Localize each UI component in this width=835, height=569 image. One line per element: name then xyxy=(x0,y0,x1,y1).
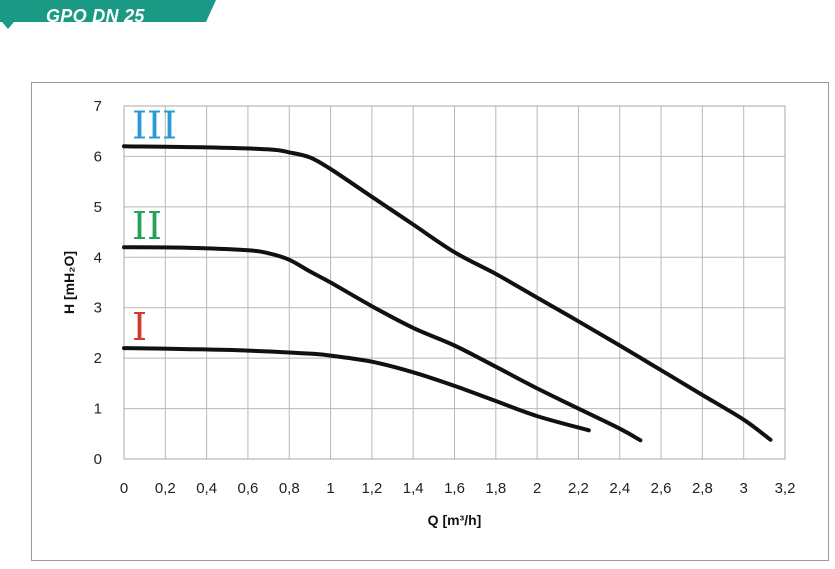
x-tick-label: 2 xyxy=(533,480,541,497)
x-tick-label: 3 xyxy=(740,480,748,497)
series-label-III: III xyxy=(132,103,177,147)
plot-border xyxy=(123,105,786,460)
y-axis-title: H [mH₂O] xyxy=(61,251,77,314)
banner-shape xyxy=(0,0,216,29)
x-tick-label: 2,6 xyxy=(651,480,672,497)
series-label-I: I xyxy=(132,305,147,349)
x-tick-label: 0,4 xyxy=(196,480,217,497)
y-tick-label: 4 xyxy=(94,249,102,266)
x-tick-label: 3,2 xyxy=(775,480,796,497)
y-tick-label: 5 xyxy=(94,199,102,216)
series-lines xyxy=(122,144,773,443)
series-line-II xyxy=(122,245,643,443)
grid xyxy=(123,105,786,460)
series-line-I xyxy=(122,346,591,433)
y-tick-label: 2 xyxy=(94,350,102,367)
x-tick-label: 0,8 xyxy=(279,480,300,497)
series-label-II: II xyxy=(132,204,162,248)
title-banner: GPO DN 25 xyxy=(0,0,835,40)
x-axis-title: Q [m³/h] xyxy=(428,512,482,528)
x-tick-label: 2,8 xyxy=(692,480,713,497)
y-tick-label: 7 xyxy=(94,98,102,115)
page-title: GPO DN 25 xyxy=(46,6,145,26)
y-tick-label: 1 xyxy=(94,401,102,418)
x-tick-label: 0,6 xyxy=(238,480,259,497)
x-tick-label: 0 xyxy=(120,480,128,497)
x-tick-label: 0,2 xyxy=(155,480,176,497)
x-tick-label: 1,8 xyxy=(485,480,506,497)
y-tick-label: 3 xyxy=(94,300,102,317)
x-tick-label: 1,4 xyxy=(403,480,424,497)
chart-frame: 0 0,2 0,4 0,6 0,8 1 1,2 1,4 1,6 1,8 2 2,2 2,4 2,6 2,8 3… xyxy=(31,82,829,561)
series-line-III xyxy=(122,144,773,442)
y-tick-label: 0 xyxy=(94,451,102,468)
x-tick-label: 1 xyxy=(326,480,334,497)
pump-curve-chart: 0 0,2 0,4 0,6 0,8 1 1,2 1,4 1,6 1,8 2 2,2 2,4 2,6 2,8 3… xyxy=(61,98,796,528)
tick-labels: 0 0,2 0,4 0,6 0,8 1 1,2 1,4 1,6 1,8 2 2,2 2,4 2,6 2,8 3… xyxy=(94,98,796,497)
x-tick-label: 2,4 xyxy=(609,480,630,497)
x-tick-label: 1,6 xyxy=(444,480,465,497)
y-tick-label: 6 xyxy=(94,148,102,165)
x-tick-label: 2,2 xyxy=(568,480,589,497)
x-tick-label: 1,2 xyxy=(361,480,382,497)
